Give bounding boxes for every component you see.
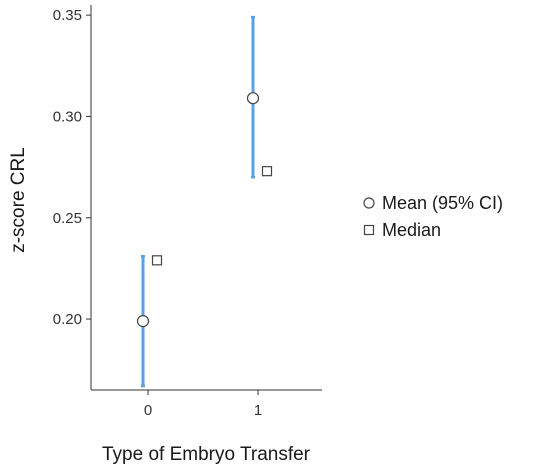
legend-square-icon [363, 224, 375, 236]
y-tick-label: 0.30 [53, 108, 82, 125]
legend-label-mean: Mean (95% CI) [382, 193, 503, 213]
median-point [151, 255, 163, 266]
y-axis-title: z-score CRL [8, 147, 29, 253]
legend-circle-icon [363, 197, 375, 209]
x-tick-label: 0 [144, 402, 152, 419]
y-tick-label: 0.20 [53, 311, 82, 328]
legend-label-median: Median [382, 220, 441, 240]
y-tick-label: 0.35 [53, 7, 82, 24]
mean-point [246, 92, 260, 105]
plot-marks [136, 15, 273, 388]
y-axis: 0.20 0.25 0.30 0.35 [53, 5, 92, 390]
x-axis-title: Type of Embryo Transfer [102, 444, 311, 465]
median-point [261, 166, 273, 177]
mean-point [136, 315, 150, 328]
y-tick-label: 0.25 [53, 210, 82, 227]
x-tick-label: 1 [254, 402, 262, 419]
legend: Mean (95% CI) Median [363, 193, 503, 240]
